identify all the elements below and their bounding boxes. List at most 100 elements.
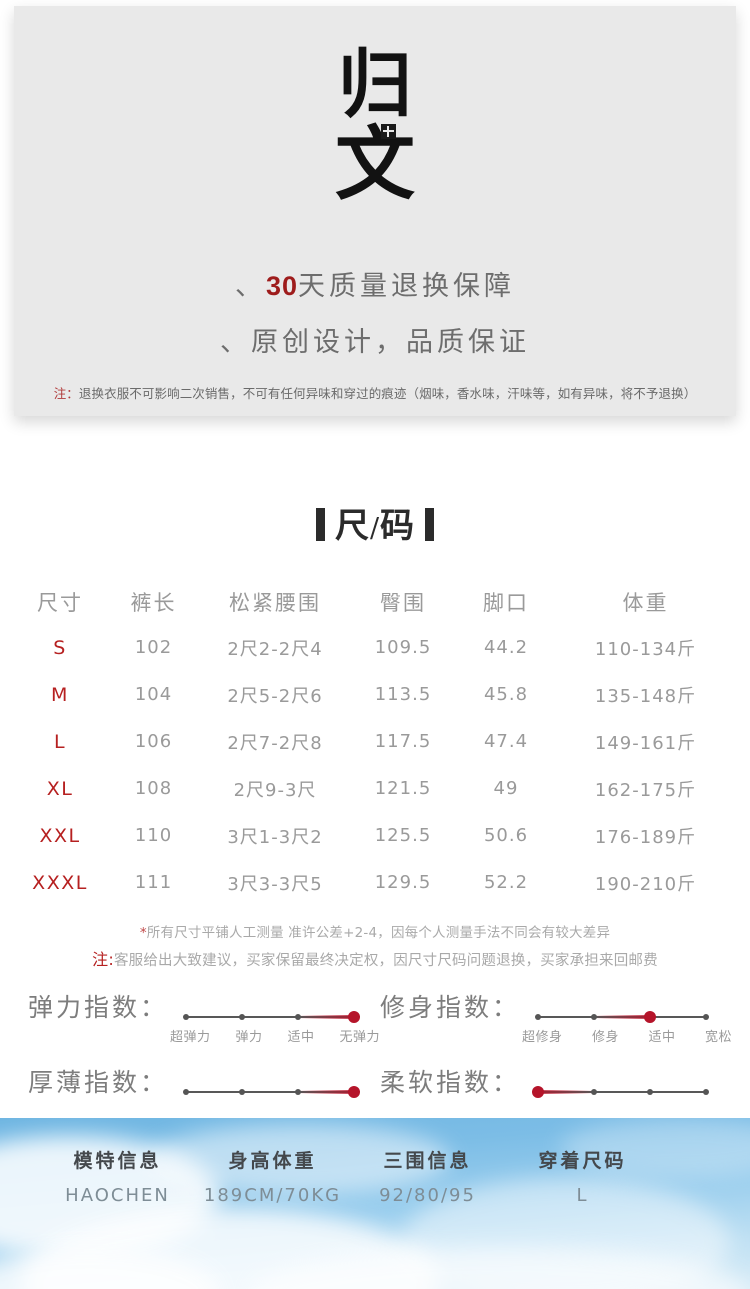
column-header-weight: 体重 [622,591,669,615]
cell-weight: 176-189斤 [594,826,697,848]
elasticity-tick-3: 无弹力 [339,1030,380,1045]
slider-node-4[interactable] [703,1088,709,1095]
cloud-shape [150,1124,450,1194]
cell-weight: 149-161斤 [594,732,697,754]
measurement-note-text: 所有尺寸平铺人工测量 准许公差+2-4，因每个人测量手法不同会有较大差异 [146,925,611,941]
cell-leg: 47.4 [483,731,529,752]
cell-leg: 50.6 [483,825,529,846]
column-header-waist: 松紧腰围 [229,591,321,615]
service-policy-note: 注:客服给出大致建议，买家保留最终决定权，因尺寸尺码问题退换，买家承担来回邮费 [0,946,750,975]
cell-waist: 2尺9-3尺 [233,779,317,801]
note-star-icon: * [139,925,147,941]
slider-node-3[interactable] [295,1013,301,1020]
cell-waist: 3尺1-3尺2 [227,826,323,848]
cell-size: L [53,730,67,753]
guarantee-list: 、30天质量退换保障 、原创设计，品质保证 [14,258,736,371]
guarantee-highlight-0: 30 [265,271,299,301]
fit-tick-3: 宽松 [704,1030,732,1045]
slider-node-1-active[interactable] [532,1085,544,1098]
cell-hip: 125.5 [374,825,432,846]
table-row: S 102 2尺2-2尺4 109.5 44.2 110-134斤 [14,624,736,671]
cell-weight: 190-210斤 [594,873,697,895]
model-value-row: HAOCHEN 189CM/70KG 92/80/95 L [40,1176,660,1214]
model-value-bust: 92/80/95 [379,1184,476,1206]
slider-node-3[interactable] [295,1088,301,1095]
table-row: M 104 2尺5-2尺6 113.5 45.8 135-148斤 [14,671,736,718]
cell-weight: 135-148斤 [594,685,697,707]
softness-index-label: 柔软指数： [380,1068,521,1097]
table-row: XXXL 111 3尺3-3尺5 129.5 52.2 190-210斤 [14,859,736,906]
elasticity-tick-2: 适中 [287,1030,315,1045]
service-note-prefix: 注: [92,950,114,969]
cell-length: 106 [134,731,173,752]
slider-track [186,1016,354,1018]
model-value-size: L [576,1184,589,1206]
thickness-slider[interactable] [183,1085,360,1099]
slider-node-2[interactable] [591,1013,597,1020]
cell-length: 110 [134,825,173,846]
title-bar-left-icon [315,508,325,541]
return-policy-note: 注：退换衣服不可影响二次销售，不可有任何异味和穿过的痕迹（烟味，香水味，汗味等，… [14,383,736,402]
slider-node-4[interactable] [703,1013,709,1020]
slider-node-4-active[interactable] [348,1085,360,1098]
model-header-row: 模特信息 身高体重 三围信息 穿着尺码 [40,1142,660,1176]
slider-track [538,1091,706,1093]
fit-tick-1: 修身 [591,1030,619,1045]
table-row: L 106 2尺7-2尺8 117.5 47.4 149-161斤 [14,718,736,765]
slider-node-2[interactable] [239,1088,245,1095]
slider-node-2[interactable] [239,1013,245,1020]
thickness-index: 厚薄指数： [28,1063,403,1135]
fit-tick-0: 超修身 [522,1030,563,1045]
column-header-leg: 脚口 [483,591,529,615]
slider-node-4-active[interactable] [348,1010,360,1023]
table-row: XXL 110 3尺1-3尺2 125.5 50.6 176-189斤 [14,812,736,859]
model-header-height: 身高体重 [228,1149,317,1172]
elasticity-slider[interactable] [183,1010,360,1024]
cloud-shape [560,1118,750,1178]
fit-tick-labels: 超修身 修身 适中 宽松 [522,1026,732,1045]
size-title-char-a: 尺 [334,506,370,546]
elasticity-tick-labels: 超弹力 弹力 适中 无弹力 [170,1026,380,1045]
slider-node-1[interactable] [183,1088,189,1095]
column-header-size: 尺寸 [37,591,83,615]
brand-guarantee-card: 归 文 、30天质量退换保障 、原创设计，品质保证 注：退换衣服不可影响二次销售… [14,6,736,416]
return-note-prefix: 注： [53,386,79,401]
elasticity-tick-0: 超弹力 [170,1030,211,1045]
cell-length: 104 [134,684,173,705]
softness-index: 柔软指数： [380,1063,750,1135]
cell-hip: 109.5 [374,637,432,658]
cell-hip: 129.5 [374,872,432,893]
fit-tick-2: 适中 [648,1030,676,1045]
cell-waist: 2尺5-2尺6 [227,685,323,707]
model-info-table: 模特信息 身高体重 三围信息 穿着尺码 HAOCHEN 189CM/70KG 9… [40,1142,660,1214]
softness-slider[interactable] [532,1085,709,1099]
elasticity-index: 弹力指数： 超弹力 弹力 适中 无弹力 [28,988,403,1060]
slider-node-3[interactable] [647,1088,653,1095]
slider-node-1[interactable] [183,1013,189,1020]
fit-index-label: 修身指数： [380,993,521,1022]
cell-waist: 2尺2-2尺4 [227,638,323,660]
guarantee-text-0: 天质量退换保障 [298,271,516,302]
slider-node-1[interactable] [535,1013,541,1020]
size-chart-table: 尺寸 裤长 松紧腰围 臀围 脚口 体重 S 102 2尺2-2尺4 109.5 … [14,580,736,906]
cell-size: XL [46,777,74,800]
model-value-name: HAOCHEN [65,1184,170,1206]
cell-size: M [51,683,69,706]
slider-track [186,1091,354,1093]
cell-size: XXXL [32,871,88,894]
slider-node-3-active[interactable] [644,1010,656,1023]
service-note-text: 客服给出大致建议，买家保留最终决定权，因尺寸尺码问题退换，买家承担来回邮费 [113,953,658,969]
cell-leg: 45.8 [483,684,529,705]
model-header-bust: 三围信息 [383,1149,472,1172]
column-header-length: 裤长 [130,591,177,615]
cell-weight: 162-175斤 [594,779,697,801]
fit-slider[interactable] [535,1010,709,1024]
guarantee-text-1: 原创设计，品质保证 [251,327,530,358]
slider-node-2[interactable] [591,1088,597,1095]
return-note-text: 退换衣服不可影响二次销售，不可有任何异味和穿过的痕迹（烟味，香水味，汗味等，如有… [78,386,697,401]
seal-mark-icon [381,124,396,139]
guarantee-bullet-1: 、 [220,327,251,358]
brand-logo-char-bottom: 文 [335,116,415,211]
size-chart-title: 尺/码 [0,498,750,547]
thickness-index-label: 厚薄指数： [28,1068,169,1097]
